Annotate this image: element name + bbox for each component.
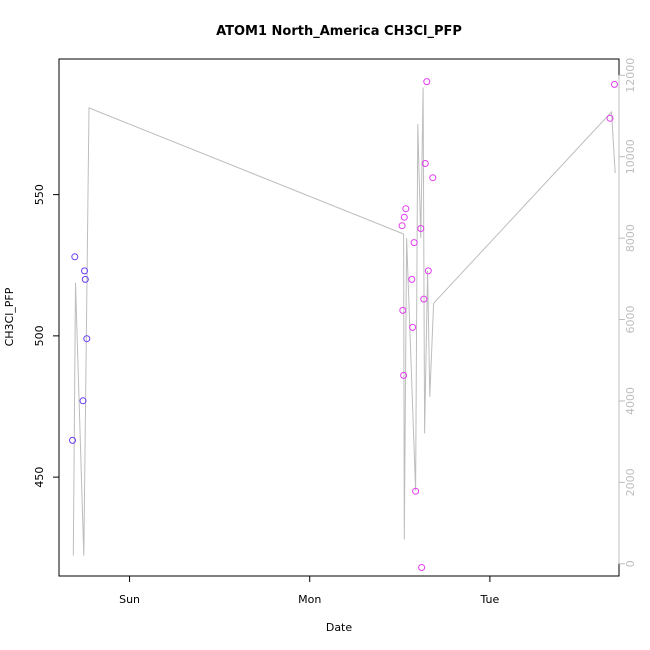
y2-tick-label: 10000 [624,139,637,174]
data-point [81,267,88,275]
y-axis-left: 450 500 550 [33,184,59,488]
data-point [400,371,408,379]
data-point [418,564,426,571]
points-layer [69,78,618,571]
data-point [409,323,417,331]
data-point [423,78,431,86]
data-point [408,275,416,283]
data-point [399,306,407,314]
data-point [71,253,79,261]
data-point [421,160,429,167]
data-point [69,436,76,444]
y-axis-label: CH3Cl_PFP [3,287,16,346]
data-point [79,397,87,405]
data-point [606,114,614,122]
chart-title: ATOM1 North_America CH3Cl_PFP [216,24,462,39]
series-line [72,87,616,556]
data-point [412,487,420,495]
x-tick-label: Sun [119,593,140,606]
x-tick-label: Mon [298,593,321,606]
x-axis: Sun Mon Tue [119,576,500,606]
y-tick-label: 550 [33,184,46,205]
data-point [429,174,437,182]
right-axis-line-layer [72,87,616,556]
y-tick-label: 450 [33,467,46,488]
y2-tick-label: 6000 [624,306,637,334]
data-point [417,225,425,232]
data-point [398,222,406,230]
y2-tick-label: 12000 [624,58,637,93]
data-point [81,275,89,283]
y-axis-right: 0 2000 4000 6000 8000 10000 12000 [618,58,637,567]
x-axis-label: Date [326,621,353,634]
data-point [424,267,432,275]
y-tick-label: 500 [33,325,46,346]
data-point [400,213,408,221]
y2-tick-label: 8000 [624,224,637,252]
data-point [611,80,618,88]
data-point [420,295,428,303]
y2-tick-label: 4000 [624,387,637,415]
y2-tick-label: 2000 [624,468,637,496]
y2-tick-label: 0 [624,560,637,567]
data-point [83,335,91,343]
data-point [410,239,418,247]
data-point [402,205,410,213]
plot-frame [58,58,620,577]
x-tick-label: Tue [479,593,499,606]
